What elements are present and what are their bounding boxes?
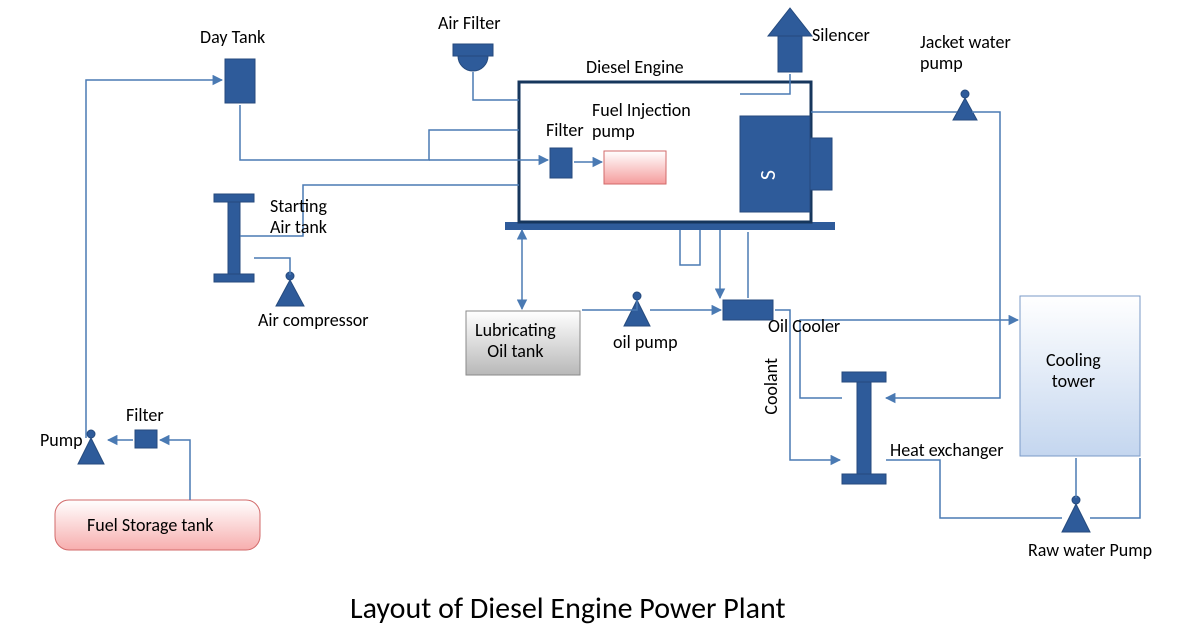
air-compressor-icon: [276, 272, 304, 306]
diagram-title: Layout of Diesel Engine Power Plant: [350, 590, 786, 627]
cooling-tower-label: Cooling tower: [1046, 350, 1101, 391]
heat-exchanger-label: Heat exchanger: [890, 440, 1004, 461]
air-compressor-label: Air compressor: [258, 310, 369, 331]
fuel-filter-label: Filter: [126, 405, 164, 426]
air-filter-label: Air Filter: [438, 13, 501, 34]
jacket-water-pump-icon: [953, 90, 977, 120]
pump-label: Pump: [40, 430, 83, 451]
lube-oil-tank-label: Lubricating Oil tank: [475, 320, 556, 361]
oil-cooler: [723, 300, 773, 320]
oil-cooler-label: Oil Cooler: [768, 316, 840, 337]
day-tank: [225, 59, 255, 103]
internal-filter: [550, 148, 572, 178]
silencer-label: Silencer: [812, 25, 870, 46]
day-tank-label: Day Tank: [200, 27, 265, 48]
fuel-storage-tank-label: Fuel Storage tank: [87, 515, 213, 536]
starting-air-tank: [214, 194, 254, 282]
starting-air-tank-label: Starting Air tank: [270, 196, 327, 237]
diesel-engine-label: Diesel Engine: [586, 57, 684, 78]
silencer: [768, 8, 812, 72]
air-filter: [453, 44, 493, 71]
jacket-water-pump-label: Jacket water pump: [920, 32, 1011, 73]
generator-shaft: [810, 138, 832, 190]
fuel-injection-pump-label: Fuel Injection pump: [592, 100, 691, 141]
fuel-injection-pump: [604, 151, 666, 184]
fuel-filter: [135, 430, 157, 448]
raw-water-pump-label: Raw water Pump: [1028, 540, 1152, 561]
heat-exchanger: [842, 372, 886, 484]
internal-filter-label: Filter: [546, 120, 584, 141]
generator-block: [740, 116, 810, 212]
oil-pump-label: oil pump: [613, 332, 678, 353]
generator-s-label: S: [754, 170, 781, 180]
coolant-label: Coolant: [760, 358, 782, 415]
raw-water-pump-icon: [1062, 496, 1090, 532]
diagram-canvas: S: [0, 0, 1200, 643]
